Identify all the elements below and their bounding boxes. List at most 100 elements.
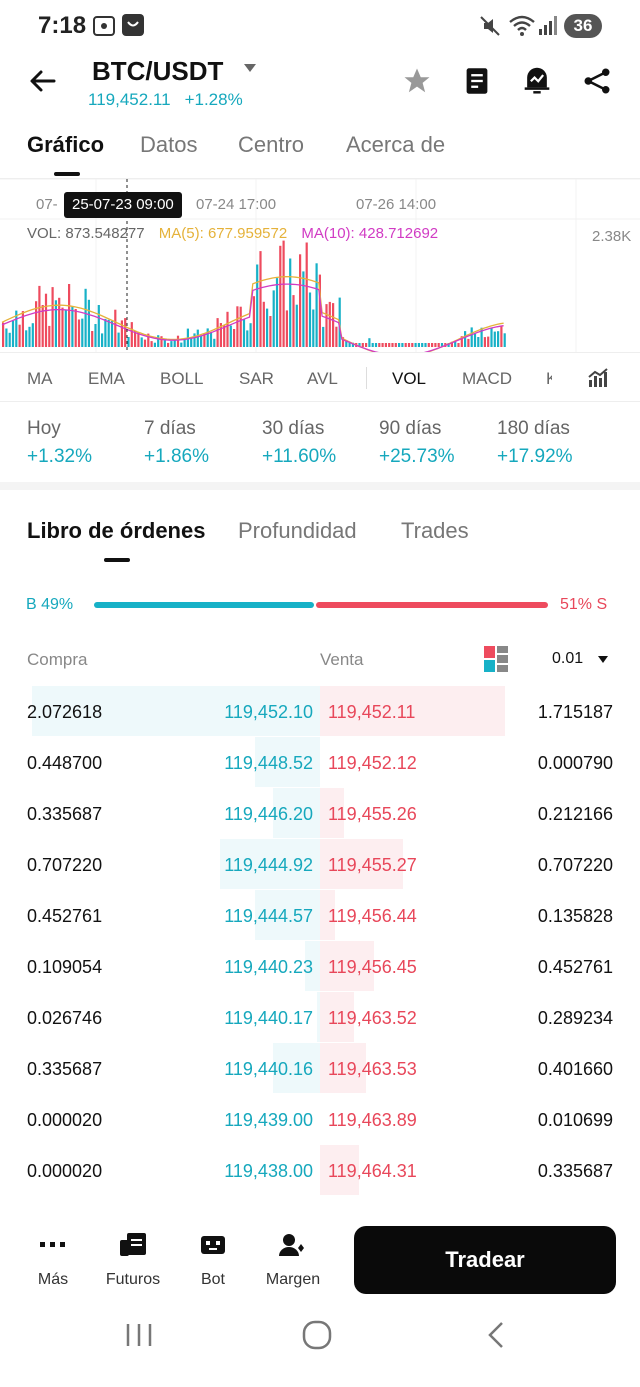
indicator-settings-icon[interactable] — [586, 366, 610, 390]
order-row[interactable]: 0.335687 119,440.16 119,463.53 0.401660 — [0, 1043, 640, 1094]
price-alert-icon[interactable] — [522, 64, 552, 96]
perf-today: Hoy +1.32% — [27, 418, 92, 468]
order-row[interactable]: 0.109054 119,440.23 119,456.45 0.452761 — [0, 941, 640, 992]
volume-bar — [137, 332, 140, 347]
volume-bar — [246, 330, 249, 347]
indicator-boll[interactable]: BOLL — [160, 369, 204, 388]
bid-quantity: 0.000020 — [27, 1161, 103, 1181]
main-tabs: Gráfico Datos Centro Acerca de — [0, 132, 640, 176]
recent-apps-icon[interactable] — [122, 1318, 156, 1352]
bid-price: 119,444.57 — [224, 906, 313, 926]
share-icon[interactable] — [582, 66, 612, 96]
order-row[interactable]: 0.000020 119,438.00 119,464.31 0.335687 — [0, 1145, 640, 1196]
indicator-sar[interactable]: SAR — [239, 369, 274, 388]
ma10-value: MA(10): 428.712692 — [301, 225, 439, 242]
volume-bar — [147, 333, 150, 347]
order-row[interactable]: 0.452761 119,444.57 119,456.44 0.135828 — [0, 890, 640, 941]
tab-trades[interactable]: Trades — [401, 518, 469, 543]
volume-bar — [226, 311, 229, 347]
nav-label: Bot — [200, 1271, 225, 1288]
volume-bar — [200, 335, 203, 347]
tab-acerca-de[interactable]: Acerca de — [346, 132, 446, 157]
order-row[interactable]: 0.000020 119,439.00 119,463.89 0.010699 — [0, 1094, 640, 1145]
home-icon[interactable] — [300, 1318, 334, 1352]
order-row[interactable]: 0.026746 119,440.17 119,463.52 0.289234 — [0, 992, 640, 1043]
volume-bar — [322, 326, 325, 347]
indicator-kdj[interactable]: K — [546, 369, 552, 388]
pair-dropdown-icon[interactable] — [244, 64, 256, 72]
volume-bar — [124, 318, 127, 347]
tab-depth[interactable]: Profundidad — [238, 518, 357, 543]
bid-quantity: 0.448700 — [27, 753, 103, 773]
bid-depth-bar — [255, 890, 320, 940]
back-nav-icon[interactable] — [482, 1318, 512, 1352]
order-row[interactable]: 2.072618 119,452.10 119,452.11 1.715187 — [0, 686, 640, 737]
tab-order-book[interactable]: Libro de órdenes — [27, 518, 206, 543]
nav-bot[interactable]: Bot — [178, 1230, 248, 1289]
volume-bar — [134, 330, 137, 347]
order-row[interactable]: 0.707220 119,444.92 119,455.27 0.707220 — [0, 839, 640, 890]
tab-centro[interactable]: Centro — [238, 132, 305, 157]
volume-bar — [97, 305, 100, 347]
volume-bar — [252, 296, 255, 347]
tab-datos[interactable]: Datos — [140, 132, 198, 157]
ask-quantity: 0.135828 — [537, 906, 613, 926]
x-axis-label: 07- — [36, 196, 58, 213]
volume-bar — [431, 343, 434, 347]
volume-bar — [71, 306, 74, 347]
volume-chart[interactable] — [0, 179, 640, 353]
trade-button[interactable]: Tradear — [354, 1226, 616, 1294]
order-row[interactable]: 0.448700 119,448.52 119,452.12 0.000790 — [0, 737, 640, 788]
indicator-macd[interactable]: MACD — [462, 369, 513, 388]
volume-bar — [272, 290, 275, 347]
bid-depth-bar — [32, 686, 320, 736]
nav-futuros[interactable]: Futuros — [98, 1230, 168, 1289]
volume-bar — [447, 343, 450, 347]
ask-quantity: 0.707220 — [537, 855, 613, 875]
volume-bar — [120, 320, 123, 347]
volume-bar — [365, 343, 368, 347]
bid-quantity: 0.000020 — [27, 1110, 103, 1130]
perf-value: +25.73% — [379, 446, 455, 467]
mute-icon — [480, 16, 500, 36]
nav-mas[interactable]: Más — [18, 1230, 88, 1289]
bid-depth-bar — [273, 1043, 320, 1093]
pair-title[interactable]: BTC/USDT — [92, 56, 224, 86]
back-arrow-icon[interactable] — [28, 66, 58, 96]
tab-grafico[interactable]: Gráfico — [27, 132, 105, 157]
precision-selector[interactable]: 0.01 — [552, 650, 584, 667]
notes-icon[interactable] — [463, 66, 491, 96]
volume-bar — [170, 341, 173, 347]
volume-bar — [48, 325, 51, 347]
precision-dropdown-icon[interactable] — [598, 656, 608, 663]
bid-depth-bar — [255, 737, 320, 787]
indicator-ma[interactable]: MA — [27, 369, 53, 388]
ask-price: 119,463.53 — [328, 1059, 417, 1079]
book-layout-icon[interactable] — [484, 646, 508, 672]
price-chart[interactable] — [0, 178, 640, 353]
bid-price: 119,452.10 — [224, 702, 313, 722]
volume-bar — [351, 342, 354, 347]
star-icon[interactable] — [402, 66, 432, 96]
volume-bar — [384, 343, 387, 347]
volume-bar — [143, 339, 147, 347]
volume-bar — [470, 327, 473, 347]
volume-bar — [414, 343, 417, 347]
volume-bar — [44, 293, 48, 347]
volume-bar — [328, 301, 331, 347]
volume-bar — [440, 343, 444, 347]
ask-price: 119,463.52 — [328, 1008, 417, 1028]
indicator-vol[interactable]: VOL — [392, 369, 427, 388]
volume-bar — [308, 292, 312, 347]
ask-depth-bar — [320, 890, 335, 940]
indicator-avl[interactable]: AVL — [307, 369, 338, 388]
volume-bar — [378, 343, 381, 347]
nav-margen[interactable]: Margen — [258, 1230, 328, 1289]
volume-bar — [91, 331, 94, 347]
indicator-ema[interactable]: EMA — [88, 369, 125, 388]
order-row[interactable]: 0.335687 119,446.20 119,455.26 0.212166 — [0, 788, 640, 839]
volume-bar — [213, 338, 216, 347]
volume-bar — [493, 331, 496, 347]
volume-bar — [398, 343, 401, 347]
volume-bar — [8, 332, 11, 347]
